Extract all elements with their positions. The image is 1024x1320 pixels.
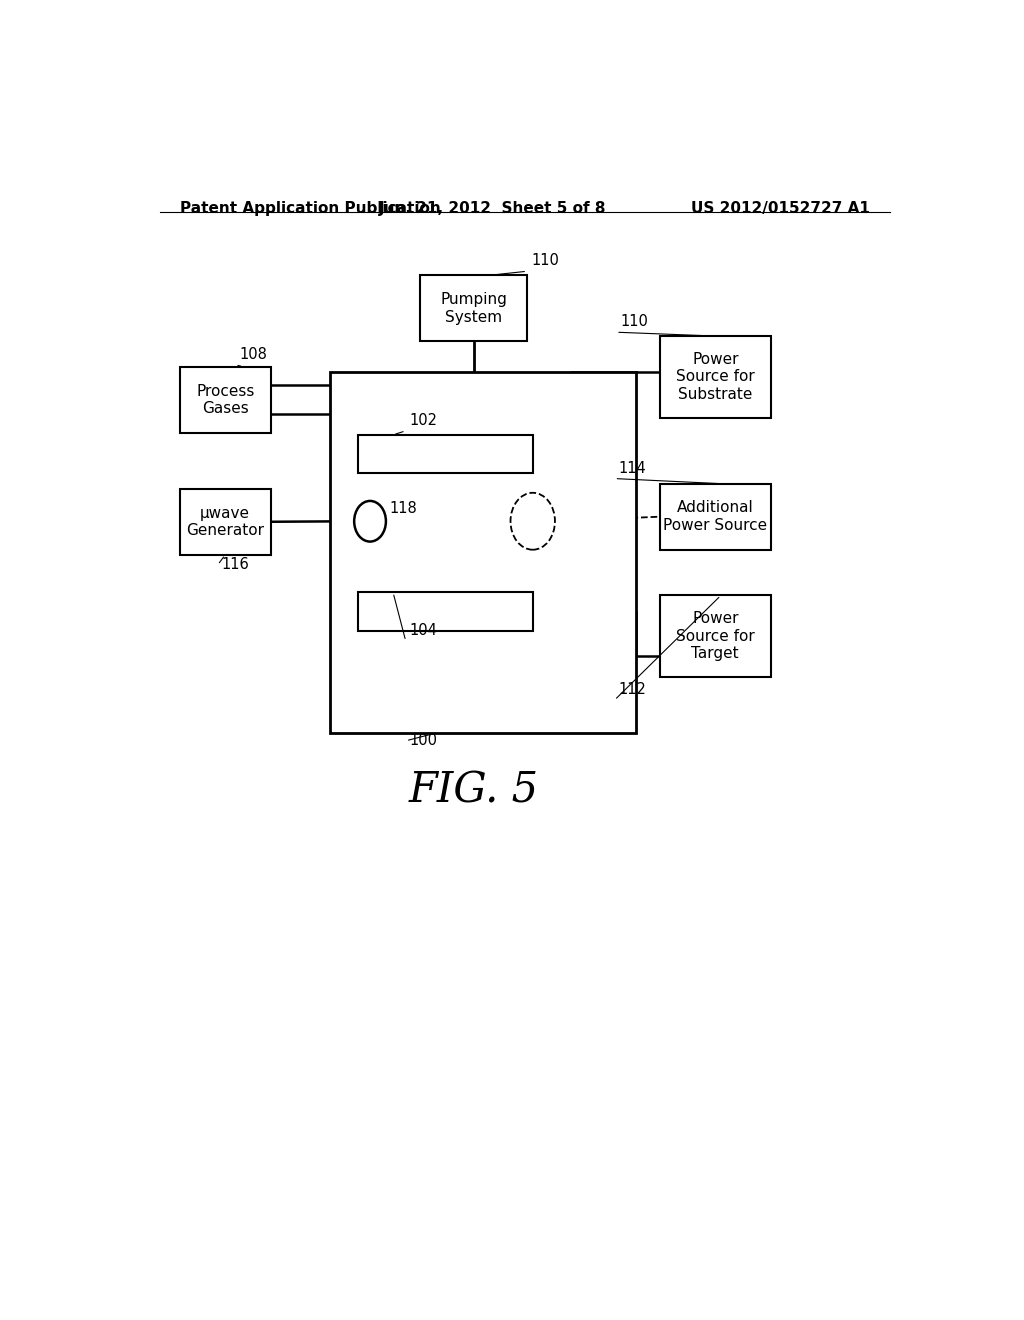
FancyBboxPatch shape [358, 593, 532, 631]
Text: 108: 108 [240, 347, 267, 362]
Text: 104: 104 [410, 623, 437, 638]
Text: Additional
Power Source: Additional Power Source [664, 500, 767, 533]
Text: 110: 110 [620, 314, 648, 329]
FancyBboxPatch shape [179, 488, 270, 554]
Text: Patent Application Publication: Patent Application Publication [179, 201, 440, 216]
Text: Power
Source for
Substrate: Power Source for Substrate [676, 352, 755, 401]
Text: 110: 110 [531, 253, 559, 268]
Text: 114: 114 [618, 461, 646, 475]
Text: Power
Source for
Target: Power Source for Target [676, 611, 755, 661]
Text: 116: 116 [221, 557, 250, 572]
Text: 112: 112 [618, 682, 646, 697]
Text: US 2012/0152727 A1: US 2012/0152727 A1 [691, 201, 870, 216]
FancyBboxPatch shape [659, 483, 771, 549]
FancyBboxPatch shape [358, 434, 532, 474]
Text: Jun. 21, 2012  Sheet 5 of 8: Jun. 21, 2012 Sheet 5 of 8 [379, 201, 607, 216]
Text: Process
Gases: Process Gases [196, 384, 254, 416]
FancyBboxPatch shape [659, 595, 771, 677]
Text: 100: 100 [410, 733, 437, 748]
FancyBboxPatch shape [179, 367, 270, 433]
Text: 102: 102 [410, 413, 437, 428]
Text: 118: 118 [390, 502, 418, 516]
Text: μwave
Generator: μwave Generator [186, 506, 264, 539]
FancyBboxPatch shape [420, 276, 527, 342]
Text: Pumping
System: Pumping System [440, 292, 507, 325]
FancyBboxPatch shape [659, 337, 771, 417]
FancyBboxPatch shape [331, 372, 636, 733]
Text: FIG. 5: FIG. 5 [409, 770, 539, 812]
